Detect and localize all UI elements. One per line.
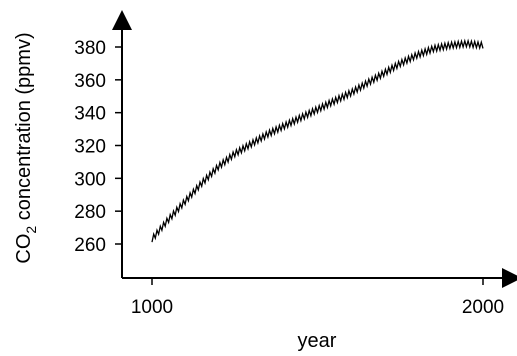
y-axis-title-suffix: concentration (ppmv): [13, 32, 35, 225]
y-tick-label: 340: [74, 104, 106, 125]
y-ticks: 260 280 300 320 340 360 380: [74, 38, 122, 256]
y-tick-label: 320: [74, 137, 106, 158]
y-tick-label: 360: [74, 71, 106, 92]
x-tick-label: 2000: [462, 297, 504, 318]
y-tick-label: 300: [74, 169, 106, 190]
x-tick-label: 1000: [131, 297, 173, 318]
co2-series-line: [151, 38, 484, 243]
x-ticks: 1000 2000: [131, 278, 504, 318]
x-axis-title: year: [298, 330, 337, 352]
y-tick-label: 380: [74, 38, 106, 59]
y-tick-label: 280: [74, 202, 106, 223]
y-axis-title-prefix: CO: [13, 234, 35, 264]
y-axis-title-subscript: 2: [23, 226, 39, 234]
y-axis-title: CO2 concentration (ppmv): [13, 32, 39, 263]
y-tick-label: 260: [74, 235, 106, 256]
